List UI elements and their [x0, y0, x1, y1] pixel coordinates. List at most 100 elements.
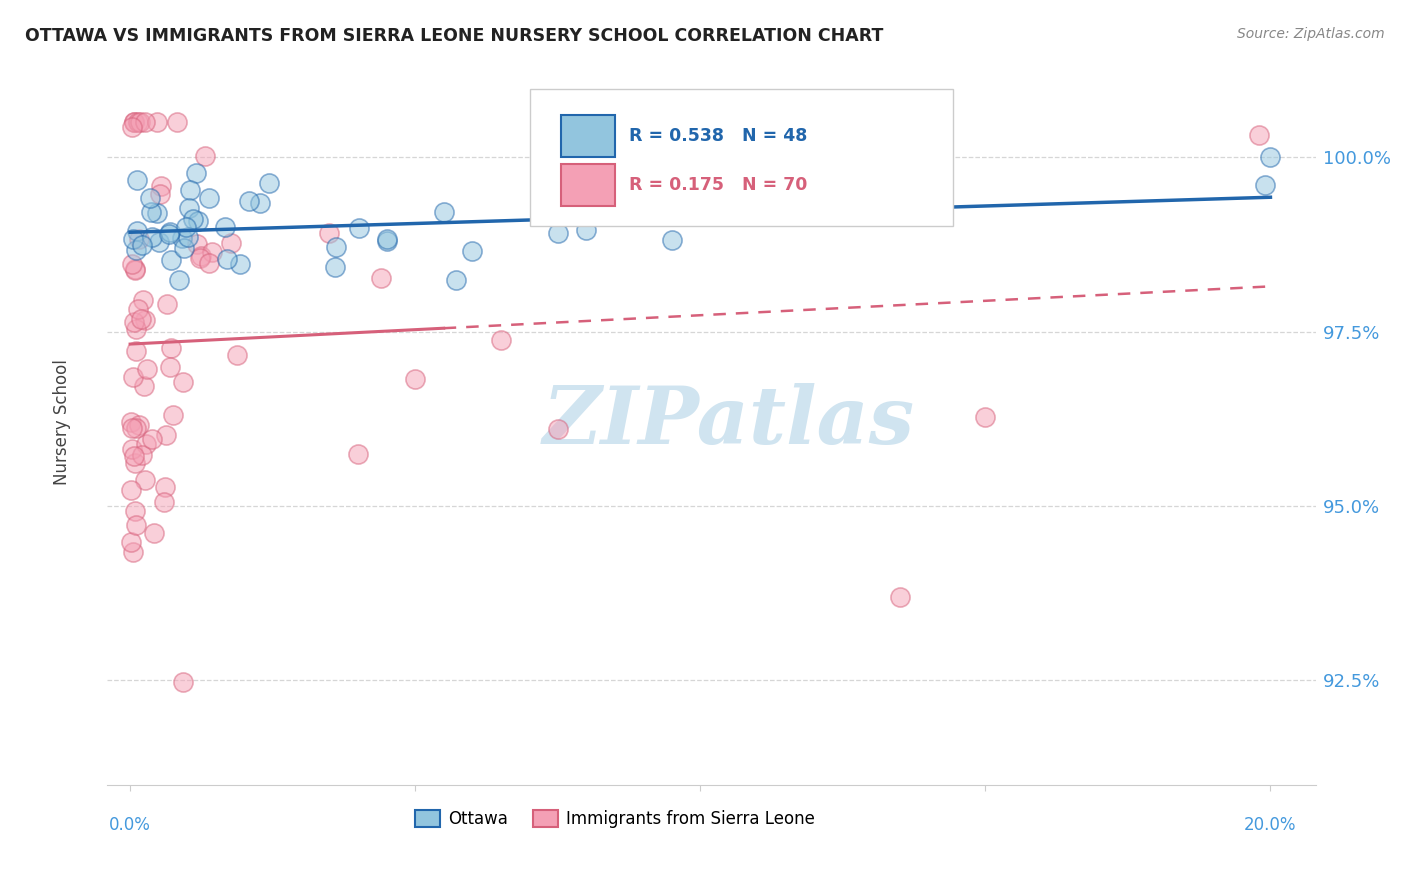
Point	[217, 252, 239, 267]
Point	[122, 450, 145, 464]
Point	[122, 115, 145, 129]
Point	[214, 219, 236, 234]
Point	[156, 297, 179, 311]
Point	[121, 120, 143, 134]
Point	[146, 115, 169, 129]
Point	[575, 222, 598, 236]
Point	[489, 333, 512, 347]
Point	[160, 252, 183, 267]
Point	[404, 372, 426, 386]
Point	[661, 233, 683, 247]
Point	[172, 376, 194, 390]
Point	[197, 191, 219, 205]
Point	[169, 272, 191, 286]
Point	[323, 260, 346, 275]
Point	[188, 251, 211, 265]
Point	[125, 344, 148, 359]
Legend: Ottawa, Immigrants from Sierra Leone: Ottawa, Immigrants from Sierra Leone	[408, 803, 823, 834]
Text: R = 0.175   N = 70: R = 0.175 N = 70	[630, 176, 808, 194]
Text: 20.0%: 20.0%	[1244, 816, 1296, 834]
Point	[128, 418, 150, 433]
Point	[149, 186, 172, 201]
Point	[183, 211, 205, 226]
Point	[162, 408, 184, 422]
Point	[370, 270, 392, 285]
Point	[127, 302, 149, 317]
Point	[127, 115, 149, 129]
Text: Source: ZipAtlas.com: Source: ZipAtlas.com	[1237, 27, 1385, 41]
Point	[547, 226, 569, 240]
Point	[136, 361, 159, 376]
Point	[1254, 178, 1277, 193]
Point	[125, 224, 148, 238]
Point	[125, 172, 148, 186]
Point	[124, 315, 146, 329]
Point	[124, 504, 146, 518]
Point	[148, 235, 170, 249]
Point	[198, 256, 221, 270]
Text: R = 0.538   N = 48: R = 0.538 N = 48	[630, 128, 808, 145]
Point	[347, 221, 370, 235]
Point	[194, 149, 217, 163]
Point	[155, 480, 177, 494]
Text: ZIPatlas: ZIPatlas	[543, 384, 915, 461]
Point	[141, 230, 163, 244]
Point	[124, 263, 146, 277]
Point	[125, 322, 148, 336]
Bar	[561, 115, 614, 158]
Point	[173, 241, 195, 255]
Point	[238, 194, 260, 209]
Point	[229, 257, 252, 271]
Point	[159, 225, 181, 239]
Point	[120, 415, 142, 429]
Point	[159, 360, 181, 375]
Point	[172, 675, 194, 690]
Point	[174, 220, 197, 235]
Point	[139, 205, 162, 219]
Text: OTTAWA VS IMMIGRANTS FROM SIERRA LEONE NURSERY SCHOOL CORRELATION CHART: OTTAWA VS IMMIGRANTS FROM SIERRA LEONE N…	[25, 27, 884, 45]
Point	[347, 447, 370, 461]
Point	[433, 205, 456, 219]
Point	[547, 422, 569, 436]
Point	[803, 207, 825, 221]
Point	[128, 115, 150, 129]
Point	[166, 115, 188, 129]
Text: 0.0%: 0.0%	[110, 816, 150, 834]
Point	[889, 590, 911, 604]
Point	[159, 341, 181, 355]
Point	[121, 257, 143, 271]
Point	[689, 115, 711, 129]
Point	[120, 483, 142, 497]
Point	[122, 115, 145, 129]
Point	[132, 379, 155, 393]
Point	[125, 518, 148, 533]
Point	[122, 369, 145, 384]
Point	[132, 293, 155, 307]
Point	[134, 313, 156, 327]
Point	[179, 201, 201, 215]
Point	[155, 427, 177, 442]
Point	[121, 442, 143, 456]
Point	[375, 234, 398, 248]
Point	[226, 348, 249, 362]
Point	[179, 183, 201, 197]
Point	[717, 206, 740, 220]
Point	[131, 448, 153, 462]
Point	[128, 232, 150, 246]
Point	[186, 166, 208, 180]
Point	[125, 243, 148, 257]
Point	[122, 231, 145, 245]
Point	[170, 230, 193, 244]
Point	[1260, 150, 1282, 164]
Bar	[561, 164, 614, 206]
Point	[134, 473, 156, 487]
Point	[124, 456, 146, 470]
Point	[141, 433, 163, 447]
Point	[150, 179, 173, 194]
Point	[187, 214, 209, 228]
Text: Nursery School: Nursery School	[52, 359, 70, 485]
Point	[186, 236, 208, 251]
Point	[974, 409, 997, 424]
FancyBboxPatch shape	[530, 88, 953, 227]
Point	[129, 311, 152, 326]
